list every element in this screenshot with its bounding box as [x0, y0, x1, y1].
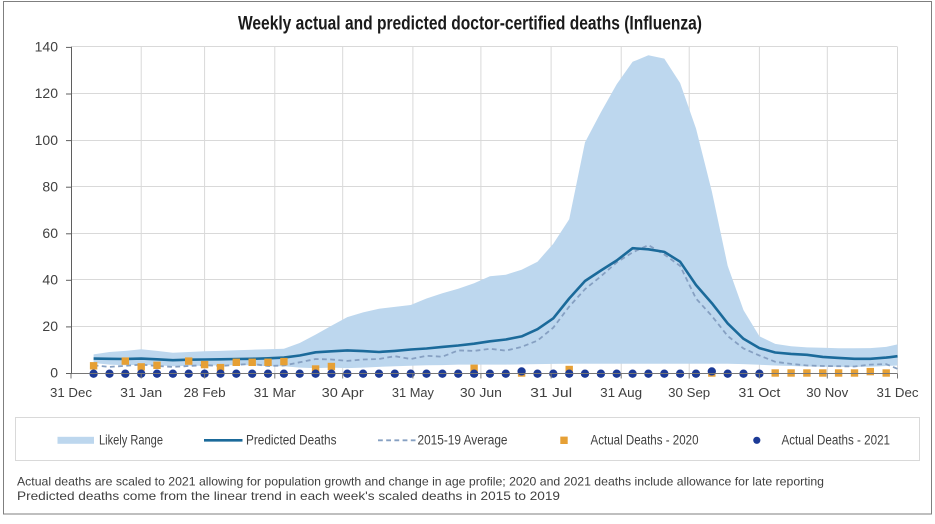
svg-text:31 Jan: 31 Jan	[120, 386, 162, 400]
svg-text:Actual Deaths - 2020: Actual Deaths - 2020	[591, 433, 699, 448]
svg-text:31 Jul: 31 Jul	[530, 386, 572, 400]
svg-text:Actual Deaths - 2021: Actual Deaths - 2021	[782, 433, 891, 448]
svg-text:Likely Range: Likely Range	[99, 433, 163, 448]
svg-text:Actual deaths are scaled to 20: Actual deaths are scaled to 2021 allowin…	[17, 474, 824, 488]
svg-text:31 May: 31 May	[392, 386, 435, 400]
svg-text:28 Feb: 28 Feb	[184, 386, 226, 400]
svg-text:40: 40	[42, 272, 58, 288]
svg-text:31 Dec: 31 Dec	[50, 386, 92, 400]
svg-text:Predicted deaths come from the: Predicted deaths come from the linear tr…	[17, 489, 560, 503]
svg-text:31 Aug: 31 Aug	[600, 386, 642, 400]
svg-text:20: 20	[42, 318, 58, 334]
svg-text:Predicted Deaths: Predicted Deaths	[246, 433, 337, 448]
svg-text:80: 80	[42, 178, 58, 194]
svg-text:31 Oct: 31 Oct	[738, 386, 781, 400]
svg-text:31 Dec: 31 Dec	[877, 386, 919, 400]
svg-text:120: 120	[35, 85, 59, 101]
svg-text:30 Apr: 30 Apr	[322, 386, 364, 400]
svg-text:31 Mar: 31 Mar	[254, 386, 296, 400]
svg-text:100: 100	[35, 132, 59, 148]
svg-text:60: 60	[42, 225, 58, 241]
svg-text:140: 140	[35, 39, 59, 55]
svg-text:2015-19 Average: 2015-19 Average	[418, 433, 508, 448]
svg-text:0: 0	[50, 365, 58, 381]
svg-text:30 Nov: 30 Nov	[806, 386, 849, 400]
svg-text:30 Sep: 30 Sep	[668, 386, 710, 400]
svg-text:30 Jun: 30 Jun	[460, 386, 502, 400]
svg-text:Weekly actual and predicted do: Weekly actual and predicted doctor-certi…	[238, 14, 702, 35]
